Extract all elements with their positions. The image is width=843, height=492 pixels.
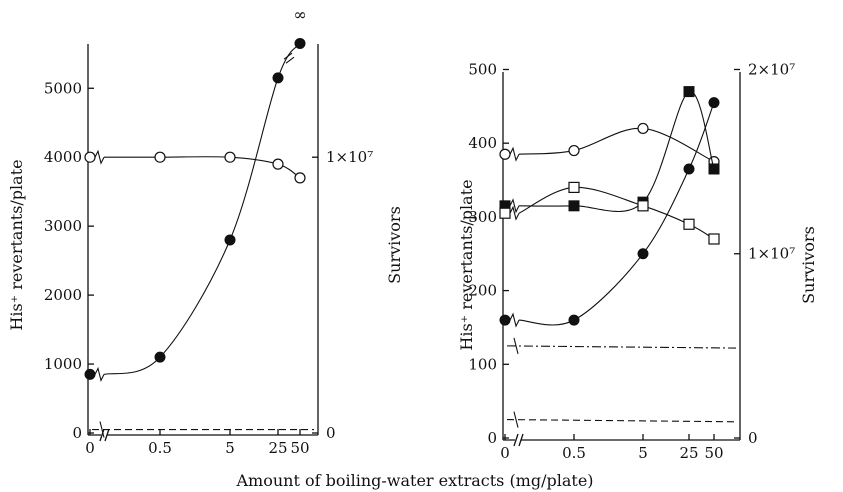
y-tick-label: 0 bbox=[487, 429, 497, 447]
y2-tick-label: 1×10⁷ bbox=[748, 245, 795, 263]
filled-square-point bbox=[683, 86, 695, 98]
filled-circle-point bbox=[708, 97, 720, 109]
right-chart-panel: 0 0.5 5 25 50010020030040050001×10⁷2×10⁷His⁺… bbox=[457, 60, 818, 462]
y2-tick-label: 0 bbox=[326, 424, 336, 442]
y-tick-label: 200 bbox=[468, 282, 497, 300]
y-tick-label: 5000 bbox=[44, 79, 82, 97]
x-tick-label: 0 bbox=[500, 444, 510, 462]
open-square-series-line bbox=[518, 186, 715, 240]
filled-square-point bbox=[708, 163, 720, 175]
filled-circle-point bbox=[683, 163, 695, 175]
x-tick-label: 0.5 bbox=[148, 439, 172, 457]
x-axis-break-mark bbox=[99, 428, 110, 442]
filled-circle-series-line bbox=[518, 102, 715, 326]
filled-square-series-line bbox=[518, 91, 715, 212]
x-axis-label: Amount of boiling-water extracts (mg/pla… bbox=[235, 471, 593, 490]
x-tick-label: 25 bbox=[268, 439, 287, 457]
filled-circle-point bbox=[499, 314, 511, 326]
x-tick-label: 0.5 bbox=[562, 444, 586, 462]
open-circle-point bbox=[499, 148, 511, 160]
filled-circle-point bbox=[568, 314, 580, 326]
y2-axis-title: Survivors bbox=[385, 206, 404, 284]
open-circle-series-break bbox=[509, 146, 520, 162]
filled-circle-point bbox=[224, 234, 236, 246]
y-tick-label: 100 bbox=[468, 355, 497, 373]
y-tick-label: 1000 bbox=[44, 355, 82, 373]
open-circle-point bbox=[154, 151, 166, 163]
y-tick-label: 400 bbox=[468, 134, 497, 152]
open-circle-series-break bbox=[94, 149, 105, 165]
filled-circle-series-break bbox=[94, 366, 105, 382]
y-tick-label: 300 bbox=[468, 208, 497, 226]
x-tick-label: 5 bbox=[225, 439, 235, 457]
open-circle-point bbox=[294, 172, 306, 184]
x-tick-label: 25 bbox=[679, 444, 698, 462]
x-axis-break-gap bbox=[101, 431, 107, 439]
y-tick-label: 0 bbox=[72, 424, 82, 442]
dashed-line-series bbox=[506, 419, 737, 423]
series-break-mark bbox=[513, 411, 519, 428]
open-circle-point bbox=[84, 151, 96, 163]
y-tick-label: 4000 bbox=[44, 148, 82, 166]
filled-circle-point bbox=[84, 368, 96, 380]
open-circle-point bbox=[272, 158, 284, 170]
open-square-point bbox=[708, 233, 720, 245]
y-tick-label: 2000 bbox=[44, 286, 82, 304]
open-square-point bbox=[683, 218, 695, 230]
open-circle-point bbox=[568, 144, 580, 157]
open-circle-point bbox=[224, 151, 236, 163]
open-square-point bbox=[499, 207, 511, 219]
left-chart-panel: 0 0.5 5 25 50 0 1000 2000 3000 4000 5000 0 1×10⁷ His⁺… bbox=[7, 5, 404, 457]
dash-dot-line-series bbox=[506, 345, 737, 349]
y-axis-title: His⁺ revertants/plate bbox=[457, 179, 476, 350]
y2-axis-title: Survivors bbox=[799, 226, 818, 304]
x-tick-label: 5 bbox=[638, 444, 648, 462]
y2-tick-label: 2×10⁷ bbox=[748, 60, 795, 78]
filled-circle-point bbox=[154, 351, 166, 363]
filled-circle-point bbox=[294, 37, 306, 49]
open-square-point bbox=[568, 181, 580, 194]
open-square-point bbox=[637, 200, 649, 212]
x-axis-break-mark bbox=[513, 433, 524, 447]
filled-circle-series-break bbox=[509, 312, 520, 328]
y-tick-label: 500 bbox=[468, 60, 497, 78]
open-square-series-break bbox=[509, 205, 520, 221]
open-circle-series-line bbox=[518, 127, 715, 163]
curve-break-mark bbox=[283, 52, 295, 64]
filled-circle-point bbox=[272, 72, 284, 84]
open-circle-point bbox=[637, 122, 649, 135]
x-tick-label: 0 bbox=[85, 439, 95, 457]
y-axis-title: His⁺ revertants/plate bbox=[7, 159, 26, 330]
filled-square-series-break bbox=[509, 198, 520, 214]
series-break-mark bbox=[513, 337, 519, 355]
y-tick-label: 3000 bbox=[44, 217, 82, 235]
y2-tick-label: 0 bbox=[748, 429, 758, 447]
series-break-mark bbox=[99, 421, 105, 438]
open-circle-series-line bbox=[104, 156, 301, 179]
filled-circle-point bbox=[637, 248, 649, 260]
filled-circle-series-line bbox=[103, 43, 301, 375]
filled-square-point bbox=[568, 200, 580, 212]
x-tick-label: 50 bbox=[290, 439, 309, 457]
infinity-annotation: ∞ bbox=[293, 5, 306, 24]
x-tick-label: 50 bbox=[704, 444, 723, 462]
y2-tick-label: 1×10⁷ bbox=[326, 148, 373, 166]
x-axis-break-gap bbox=[515, 436, 521, 444]
